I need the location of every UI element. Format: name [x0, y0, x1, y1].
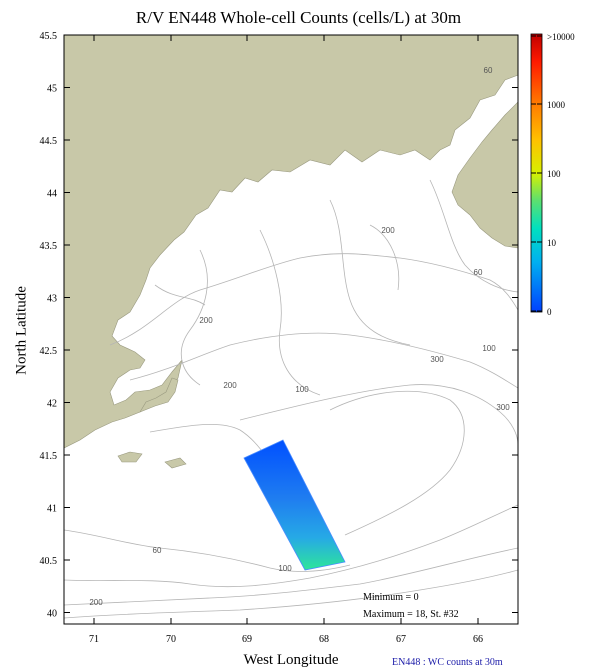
depth-contour-label: 200 — [89, 598, 103, 607]
maximum-text: Maximum = 18, St. #32 — [363, 609, 459, 620]
land-cape-cod — [139, 377, 179, 413]
y-tick-label: 45.5 — [40, 31, 58, 42]
y-tick-label: 41 — [47, 504, 57, 515]
colorbar-label: >10000 — [547, 32, 575, 42]
depth-contour-label: 300 — [496, 403, 510, 412]
depth-contour-label: 200 — [223, 381, 237, 390]
y-tick-label: 44 — [47, 189, 57, 200]
x-tick-label: 68 — [319, 634, 329, 645]
y-axis-label: North Latitude — [13, 286, 30, 375]
depth-contour-label: 300 — [430, 355, 444, 364]
credit-text: EN448 : WC counts at 30m — [392, 657, 503, 668]
depth-contour-label: 100 — [278, 564, 292, 573]
colorbar-label: 100 — [547, 169, 561, 179]
colorbar-label: 1000 — [547, 100, 566, 110]
y-tick-label: 40.5 — [40, 556, 58, 567]
depth-contour-label: 100 — [482, 344, 496, 353]
land-mainland — [64, 35, 518, 449]
land-nantucket — [164, 457, 187, 469]
minimum-text: Minimum = 0 — [363, 592, 419, 603]
y-tick-label: 43.5 — [40, 241, 58, 252]
x-tick-label: 70 — [166, 634, 176, 645]
y-tick-label: 41.5 — [40, 451, 58, 462]
depth-contour-label: 100 — [295, 385, 309, 394]
observation-swath — [243, 439, 346, 571]
y-tick-label: 44.5 — [40, 136, 58, 147]
colorbar-label: 10 — [547, 238, 557, 248]
depth-contour-label: 60 — [484, 66, 493, 75]
land-marthas-vineyard — [117, 451, 143, 463]
x-tick-label: 67 — [396, 634, 406, 645]
y-tick-label: 42 — [47, 399, 57, 410]
y-tick-label: 45 — [47, 84, 57, 95]
x-axis-label: West Longitude — [243, 652, 339, 668]
depth-contour-label: 60 — [474, 268, 483, 277]
x-tick-label: 71 — [89, 634, 99, 645]
y-tick-label: 42.5 — [40, 346, 58, 357]
x-tick-label: 69 — [242, 634, 252, 645]
y-tick-label: 43 — [47, 294, 57, 305]
land-nova-scotia — [451, 101, 518, 249]
map-title: R/V EN448 Whole-cell Counts (cells/L) at… — [135, 8, 462, 27]
x-tick-label: 66 — [473, 634, 483, 645]
depth-contour-label: 200 — [199, 316, 213, 325]
colorbar-label: 0 — [547, 307, 552, 317]
y-tick-label: 40 — [47, 609, 57, 620]
depth-contour-label: 60 — [153, 546, 162, 555]
plot-frame — [63, 34, 519, 625]
depth-contour-label: 200 — [381, 226, 395, 235]
